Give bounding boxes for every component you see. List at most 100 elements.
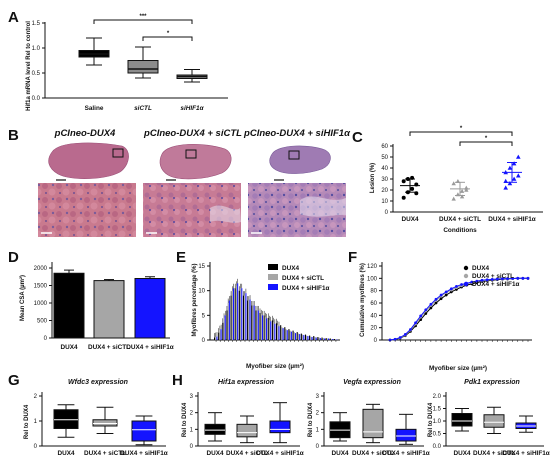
panel-letter-f: F bbox=[348, 249, 357, 266]
panel-h: H Hif1a expression Rel to DUX4 0 1 2 3 DUX4… bbox=[172, 372, 550, 457]
panel-g-ytick-label: 0 bbox=[34, 444, 38, 450]
panel-b-title-3: pCIneo-DUX4 + siHIF1α bbox=[243, 128, 351, 139]
panel-letter-b: B bbox=[8, 127, 19, 144]
panel-e-bar bbox=[281, 327, 283, 340]
panel-c: C Lesion (%) 0 10 20 30 40 50 60 DUX4 DUX4 + s… bbox=[352, 126, 543, 234]
panel-f-point bbox=[506, 277, 509, 280]
panel-f-point bbox=[470, 280, 474, 284]
panel-d-ytick-label: 500 bbox=[37, 319, 48, 325]
panel-e-bar bbox=[259, 312, 261, 340]
panel-e-bar bbox=[218, 332, 220, 340]
panel-h2-xtick: DUX4 + siHIF1α bbox=[382, 450, 430, 457]
panel-h-title-hif1a: Hif1a expression bbox=[218, 379, 274, 386]
panel-e-bar bbox=[214, 337, 216, 340]
panel-f-ytick-label: 60 bbox=[370, 301, 377, 307]
panel-f-point bbox=[521, 276, 525, 280]
panel-e-bar bbox=[319, 338, 321, 340]
panel-d-bar bbox=[134, 278, 166, 339]
panel-h1-xtick: DUX4 + siHIF1α bbox=[256, 450, 304, 457]
panel-e-bar bbox=[260, 314, 262, 340]
panel-e-bar bbox=[310, 336, 312, 340]
panel-e-bar bbox=[335, 339, 337, 340]
panel-c-sig-label-2: * bbox=[485, 136, 488, 142]
panel-e-bar bbox=[276, 323, 278, 340]
micrograph-zoom-1 bbox=[38, 183, 136, 237]
panel-f-point bbox=[490, 277, 494, 281]
panel-c-sig-bracket-1 bbox=[409, 131, 513, 136]
panel-f-point bbox=[414, 321, 417, 325]
panel-letter-e: E bbox=[176, 249, 186, 266]
legend-marker-dux4 bbox=[463, 265, 469, 271]
panel-c-point bbox=[451, 196, 456, 201]
panel-e-bar bbox=[227, 303, 229, 340]
panel-g-ylabel: Rel to DUX4 bbox=[24, 404, 30, 439]
panel-c-ytick-label: 20 bbox=[381, 188, 388, 194]
panel-c-point bbox=[459, 194, 465, 199]
panel-h3-ytick-label: 0.0 bbox=[433, 444, 442, 450]
panel-h1-box-0-box bbox=[204, 423, 226, 435]
panel-a-y-ticks: 0.0 0.5 1.0 1.5 bbox=[32, 21, 45, 102]
panel-c-point bbox=[451, 181, 456, 186]
panel-c-y-ticks: 0 10 20 30 40 50 60 bbox=[381, 144, 393, 216]
panel-f-point bbox=[444, 293, 448, 297]
panel-f-xlabel: Myofiber size (µm²) bbox=[429, 365, 487, 372]
panel-c-ytick-label: 40 bbox=[381, 166, 388, 172]
panel-e-bar bbox=[299, 334, 301, 340]
panel-h3-y-ticks: 0.0 0.5 1.0 1.5 2.0 bbox=[433, 394, 446, 450]
panel-e-legend: DUX4 DUX4 + siCTL DUX4 + siHIF1α bbox=[268, 264, 330, 292]
panel-f-point bbox=[424, 312, 428, 315]
panel-a-xtick-sihif1a: siHIF1α bbox=[180, 105, 204, 112]
panel-g-ytick-label: 1 bbox=[34, 419, 38, 425]
panel-c-points bbox=[400, 154, 522, 201]
panel-h-ylabel: Rel to DUX4 bbox=[428, 402, 434, 437]
panel-h3-boxes bbox=[451, 406, 537, 434]
panel-e-bar bbox=[313, 336, 315, 340]
panel-e-bar bbox=[285, 329, 287, 340]
panel-e-ytick-label: 10 bbox=[198, 289, 205, 295]
panel-f-point bbox=[475, 279, 479, 283]
legend-label: DUX4 bbox=[472, 265, 489, 272]
panel-c-ylabel: Lesion (%) bbox=[370, 163, 376, 193]
panel-e-bar bbox=[274, 323, 276, 340]
panel-e-bar bbox=[288, 329, 290, 340]
panel-f-point bbox=[429, 306, 433, 310]
panel-e-bar bbox=[289, 330, 291, 340]
panel-e-bar bbox=[244, 295, 246, 340]
section-overview-1 bbox=[48, 142, 129, 179]
legend-label: DUX4 + siCTL bbox=[472, 273, 514, 280]
panel-e-bar bbox=[278, 326, 280, 340]
panel-f-point bbox=[526, 276, 530, 280]
panel-c-ytick-label: 60 bbox=[381, 144, 388, 150]
panel-e-bar bbox=[219, 330, 221, 340]
panel-a-sig-label-2: * bbox=[167, 31, 170, 37]
panel-h1-xtick: DUX4 bbox=[206, 450, 223, 457]
panel-e-bar bbox=[317, 337, 319, 340]
panel-e-bar bbox=[235, 285, 237, 340]
panel-d-xtick: DUX4 bbox=[60, 344, 77, 351]
panel-f-point bbox=[409, 328, 412, 331]
panel-e-bar bbox=[302, 334, 304, 340]
panel-e-bar bbox=[293, 332, 295, 340]
micrograph-lesion-area bbox=[300, 196, 346, 217]
panel-f-point bbox=[480, 278, 484, 282]
panel-d-xtick: DUX4 + siHIF1α bbox=[126, 344, 174, 351]
panel-c-point bbox=[503, 185, 508, 190]
panel-letter-c: C bbox=[352, 129, 363, 146]
panel-f-point bbox=[424, 308, 428, 312]
panel-c-point bbox=[414, 191, 419, 196]
panel-e-bar bbox=[270, 321, 272, 340]
panel-h1-ytick-label: 2 bbox=[190, 411, 194, 417]
panel-h1-ytick-label: 1 bbox=[190, 427, 194, 433]
panel-a-ytick: 0.5 bbox=[32, 71, 41, 77]
panel-h2-box-1-box bbox=[362, 408, 384, 439]
panel-letter-g: G bbox=[8, 372, 20, 389]
panel-c-point bbox=[503, 178, 508, 183]
panel-e-bar bbox=[215, 337, 217, 340]
panel-e: E Myofibres percentage (%) 0 5 10 15 Myofib… bbox=[176, 249, 340, 370]
panel-h2-box-2-box bbox=[395, 428, 417, 442]
panel-e-bar bbox=[241, 288, 243, 340]
panel-c-point bbox=[464, 187, 469, 192]
panel-e-bar bbox=[282, 328, 284, 340]
panel-e-bar bbox=[255, 310, 257, 340]
